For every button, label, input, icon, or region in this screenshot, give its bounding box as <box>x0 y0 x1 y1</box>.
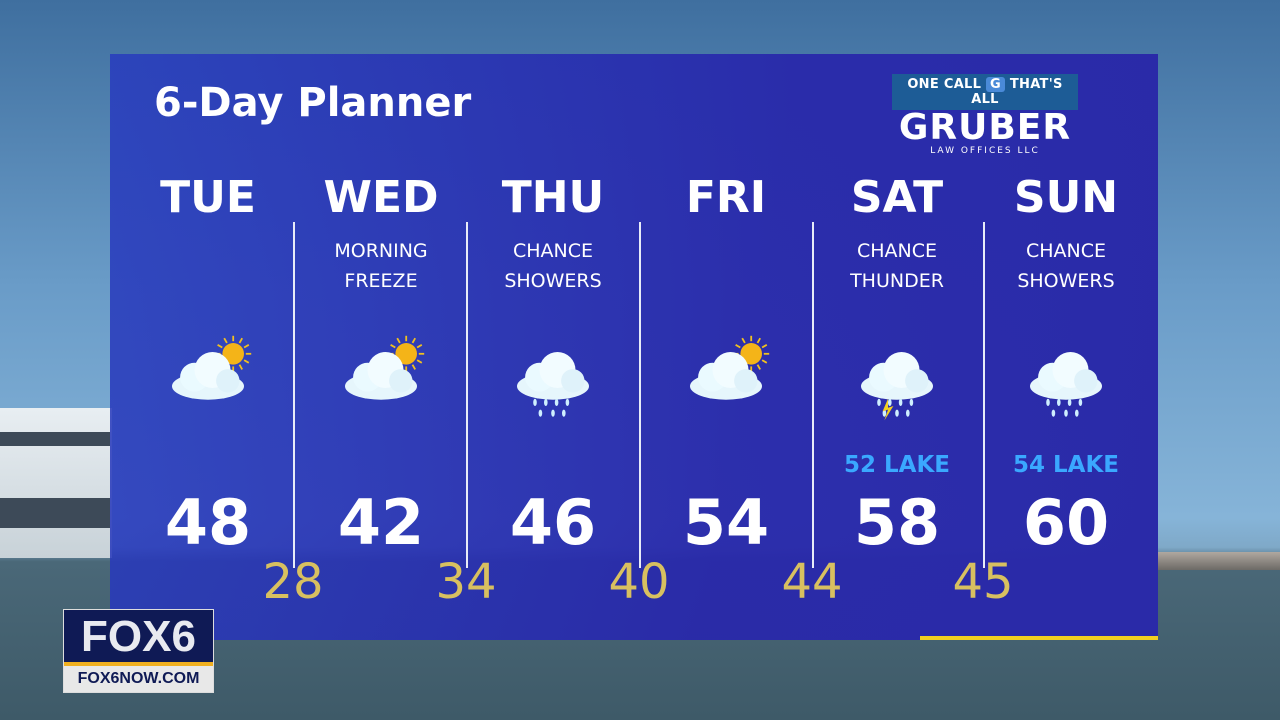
day-condition: CHANCE THUNDER <box>850 240 944 292</box>
rain-icon <box>1016 334 1116 424</box>
breakwater <box>1158 552 1280 570</box>
day-condition: CHANCE SHOWERS <box>1017 240 1115 292</box>
accent-bar <box>920 636 1158 640</box>
sponsor-tagline: ONE CALL G THAT'S ALL <box>892 74 1078 110</box>
high-temp: 54 <box>682 486 770 559</box>
day-label: TUE <box>160 172 256 223</box>
day-label: FRI <box>685 172 767 223</box>
low-temp: 45 <box>952 554 1014 610</box>
page-title: 6-Day Planner <box>154 80 472 126</box>
partly-sunny-icon <box>676 334 776 424</box>
day-condition: CHANCE SHOWERS <box>504 240 602 292</box>
low-temp: 40 <box>608 554 670 610</box>
partly-sunny-icon <box>158 334 258 424</box>
sponsor-name: GRUBER <box>898 107 1072 148</box>
high-temp: 60 <box>1022 486 1110 559</box>
thunderstorm-icon <box>847 334 947 424</box>
high-temp: 42 <box>337 486 425 559</box>
building <box>0 408 112 558</box>
column-divider <box>812 222 814 568</box>
station-url: FOX6NOW.COM <box>64 666 213 692</box>
column-divider <box>466 222 468 568</box>
day-condition: MORNING FREEZE <box>334 240 428 292</box>
lake-temp: 54 LAKE <box>1012 452 1119 478</box>
high-temp: 48 <box>164 486 252 559</box>
high-temp: 58 <box>853 486 941 559</box>
low-temp: 44 <box>781 554 843 610</box>
day-label: SAT <box>850 172 944 223</box>
low-temp: 28 <box>262 554 324 610</box>
high-temp: 46 <box>509 486 597 559</box>
column-divider <box>983 222 985 568</box>
column-divider <box>639 222 641 568</box>
day-label: WED <box>323 172 439 223</box>
rain-icon <box>503 334 603 424</box>
day-label: THU <box>501 172 605 223</box>
day-label: SUN <box>1013 172 1119 223</box>
sponsor-logo: ONE CALL G THAT'S ALL GRUBER LAW OFFICES… <box>892 74 1078 156</box>
partly-sunny-icon <box>331 334 431 424</box>
low-temp: 34 <box>435 554 497 610</box>
station-logo: FOX6 FOX6NOW.COM <box>63 609 214 693</box>
forecast-panel: 6-Day Planner ONE CALL G THAT'S ALL GRUB… <box>110 54 1158 640</box>
lake-temp: 52 LAKE <box>843 452 950 478</box>
sponsor-sub: LAW OFFICES LLC <box>930 146 1040 156</box>
column-divider <box>293 222 295 568</box>
